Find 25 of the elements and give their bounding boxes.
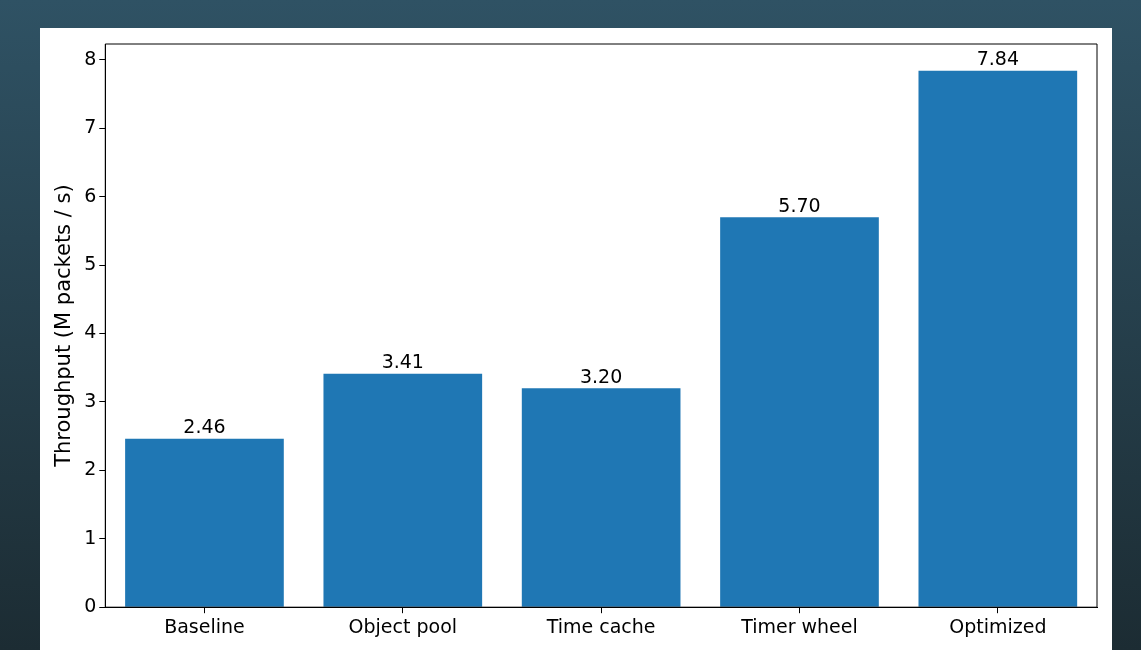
bar bbox=[918, 70, 1078, 607]
data-label: 5.70 bbox=[778, 193, 821, 216]
x-tick-label: Time cache bbox=[545, 614, 656, 637]
y-tick-label: 7 bbox=[84, 115, 97, 138]
x-tick-label: Baseline bbox=[164, 614, 245, 637]
y-tick-label: 0 bbox=[84, 594, 97, 617]
data-label: 3.20 bbox=[579, 364, 623, 387]
bar bbox=[521, 388, 681, 607]
bar bbox=[125, 438, 284, 607]
data-label: 7.84 bbox=[976, 47, 1019, 70]
y-tick-label: 4 bbox=[84, 320, 97, 343]
y-tick-label: 8 bbox=[84, 46, 97, 69]
y-tick-label: 6 bbox=[84, 183, 97, 206]
data-label: 3.41 bbox=[381, 350, 424, 373]
bar bbox=[720, 217, 879, 607]
y-tick-label: 2 bbox=[84, 457, 97, 480]
y-tick-label: 1 bbox=[84, 525, 97, 548]
y-tick-label: 3 bbox=[84, 388, 97, 411]
x-tick-label: Timer wheel bbox=[740, 614, 858, 637]
x-tick-label: Object pool bbox=[348, 614, 458, 637]
x-tick-label: Optimized bbox=[949, 614, 1047, 637]
y-axis-title: Throughput (M packets / s) bbox=[51, 184, 76, 468]
bar bbox=[323, 373, 483, 607]
data-label: 2.46 bbox=[183, 415, 226, 438]
y-tick-label: 5 bbox=[84, 251, 97, 274]
